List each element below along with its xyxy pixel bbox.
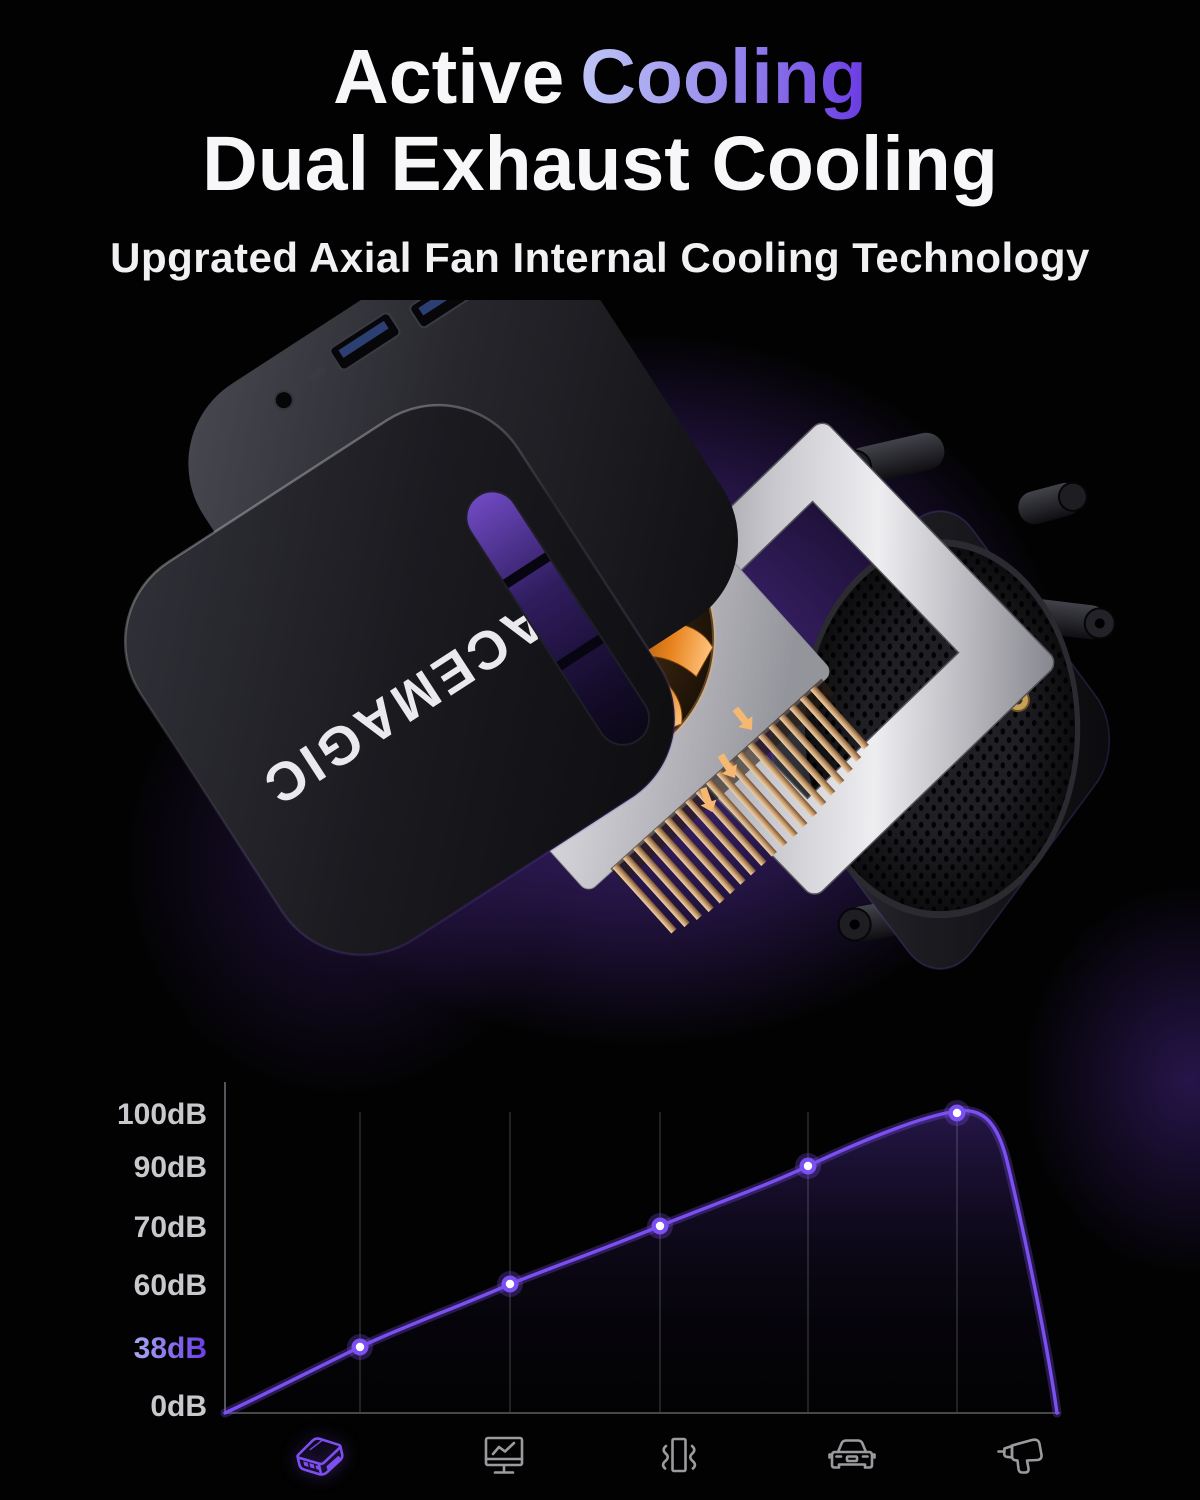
noise-source-icons [0,1423,1200,1493]
tick-90db: 90dB [134,1151,207,1184]
monitor-icon [484,1436,524,1474]
tick-0db: 0dB [150,1390,207,1422]
y-axis-labels: 100dB 90dB 70dB 60dB 38dB 0dB [117,1098,207,1422]
page-title-line2: Dual Exhaust Cooling [202,121,998,207]
noise-level-chart: 100dB 90dB 70dB 60dB 38dB 0dB [117,1082,1062,1422]
drill-icon [997,1438,1043,1474]
mini-pc-icon [296,1437,344,1476]
tick-100db: 100dB [117,1098,207,1131]
product-exploded-view: ACEMAGIC [123,300,1116,970]
header: Active Cooling Dual Exhaust Cooling Upgra… [0,34,1200,282]
title-word-active: Active [333,34,565,120]
car-icon [828,1439,876,1469]
vibration-icon [661,1437,697,1473]
title-word-cooling: Cooling [580,34,867,120]
tick-38db: 38dB [134,1332,207,1365]
tick-60db: 60dB [134,1269,207,1302]
curve-area [225,1110,1057,1413]
page-title-line1: Active Cooling [0,34,1200,121]
corner-post [1018,481,1088,525]
subtitle: Upgrated Axial Fan Internal Cooling Tech… [110,234,1090,281]
tick-70db: 70dB [134,1211,207,1244]
